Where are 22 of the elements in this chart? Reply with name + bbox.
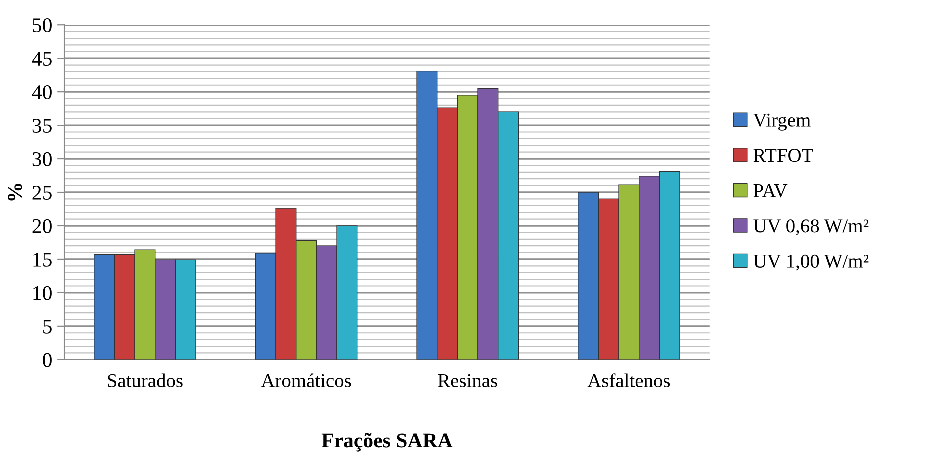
y-tick-label: 15 xyxy=(34,252,52,267)
y-tick-label: 0 xyxy=(43,353,52,368)
y-tick-label: 35 xyxy=(32,118,52,133)
x-tick-label: Asfaltenos xyxy=(588,374,670,388)
legend-label: Virgem xyxy=(753,114,811,131)
y-tick-label: 10 xyxy=(34,286,52,300)
y-axis-title: % xyxy=(8,184,22,201)
x-tick-label: Saturados xyxy=(108,374,183,388)
y-tick-label: 40 xyxy=(32,85,52,100)
y-tick-label: 50 xyxy=(33,18,52,33)
x-tick-label: Aromáticos xyxy=(261,374,352,388)
y-tick-label: 30 xyxy=(32,152,52,166)
y-tick-label: 5 xyxy=(44,320,52,334)
legend-label: RTFOT xyxy=(754,149,814,162)
legend-label: UV 1,00 W/m² xyxy=(754,254,869,271)
y-tick-label: 45 xyxy=(32,52,52,66)
legend-label: PAV xyxy=(754,184,788,198)
y-tick-label: 20 xyxy=(32,219,52,234)
legend-label: UV 0,68 W/m² xyxy=(754,220,869,236)
x-axis-title: Frações SARA xyxy=(322,433,453,452)
x-tick-label: Resinas xyxy=(438,374,498,388)
y-tick-label: 25 xyxy=(32,186,52,200)
